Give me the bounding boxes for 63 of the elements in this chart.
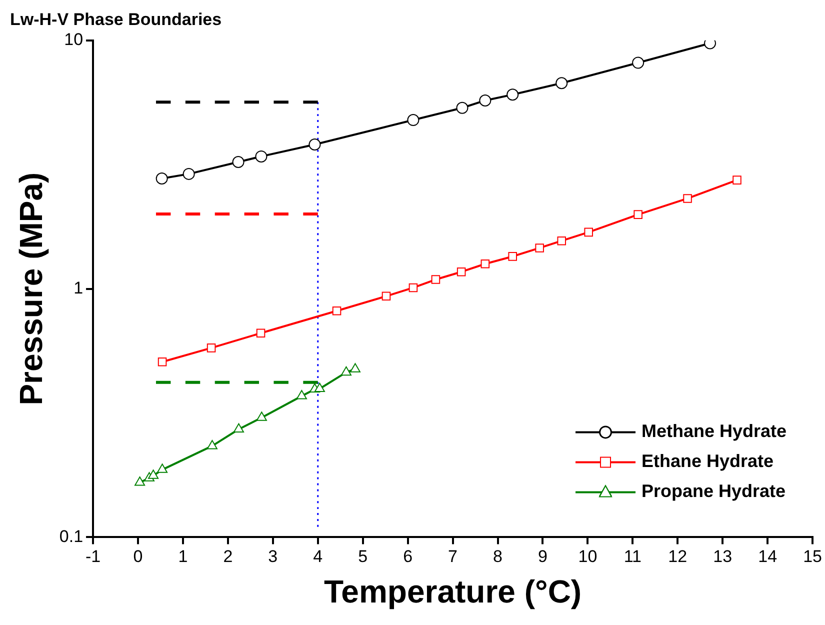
x-tick-label: 8 <box>493 547 502 566</box>
x-tick-label: 12 <box>668 547 688 566</box>
legend-label: Ethane Hydrate <box>642 451 774 472</box>
point <box>296 390 307 400</box>
point <box>508 252 517 261</box>
point <box>256 412 267 421</box>
point <box>182 168 195 180</box>
x-tick-label: 10 <box>578 547 598 566</box>
point <box>683 194 692 203</box>
x-tick-label: 11 <box>624 547 642 566</box>
chart-title: Lw-H-V Phase Boundaries <box>10 10 222 29</box>
point <box>479 94 492 106</box>
point <box>634 210 642 219</box>
point <box>158 357 167 366</box>
legend-label: Methane Hydrate <box>642 421 787 442</box>
point <box>456 102 468 114</box>
point <box>256 328 266 338</box>
point <box>480 259 490 268</box>
point <box>232 156 244 168</box>
point <box>456 267 466 276</box>
x-tick-label: 14 <box>758 547 778 566</box>
point <box>255 150 268 162</box>
point <box>233 423 244 433</box>
y-tick-label: 10 <box>64 30 84 50</box>
point <box>350 363 360 372</box>
x-axis-title: Temperature (°C) <box>324 574 582 610</box>
point <box>732 176 742 184</box>
x-tick-label: 9 <box>538 547 548 566</box>
point <box>156 172 168 184</box>
legend-label: Propane Hydrate <box>642 481 786 502</box>
point <box>134 476 146 486</box>
point <box>314 382 325 392</box>
x-tick-label: -1 <box>85 547 101 566</box>
x-tick-label: 4 <box>313 547 323 566</box>
point <box>556 77 568 90</box>
x-tick-label: 0 <box>133 547 143 566</box>
point <box>206 344 216 352</box>
point <box>408 283 418 292</box>
point <box>148 470 159 479</box>
x-tick-label: 7 <box>448 547 458 566</box>
point <box>206 440 218 450</box>
point <box>382 292 391 301</box>
x-tick-label: 13 <box>713 547 732 566</box>
y-axis-title: Pressure (MPa) <box>13 172 50 406</box>
point <box>332 306 342 316</box>
x-tick-label: 1 <box>178 547 188 566</box>
point <box>340 366 352 376</box>
point <box>535 244 544 252</box>
x-tick-label: 15 <box>803 547 822 566</box>
point <box>157 464 168 473</box>
point <box>407 114 420 126</box>
point <box>506 88 519 101</box>
point <box>632 56 644 69</box>
point <box>431 275 440 284</box>
y-tick-label: 0.1 <box>59 526 84 546</box>
y-tick-label: 1 <box>74 278 84 298</box>
point <box>584 228 593 237</box>
x-tick-label: 3 <box>268 547 278 566</box>
point <box>557 236 566 246</box>
x-tick-label: 5 <box>358 547 368 566</box>
x-tick-label: 2 <box>223 547 233 566</box>
point <box>308 138 321 150</box>
x-tick-label: 6 <box>403 547 413 566</box>
